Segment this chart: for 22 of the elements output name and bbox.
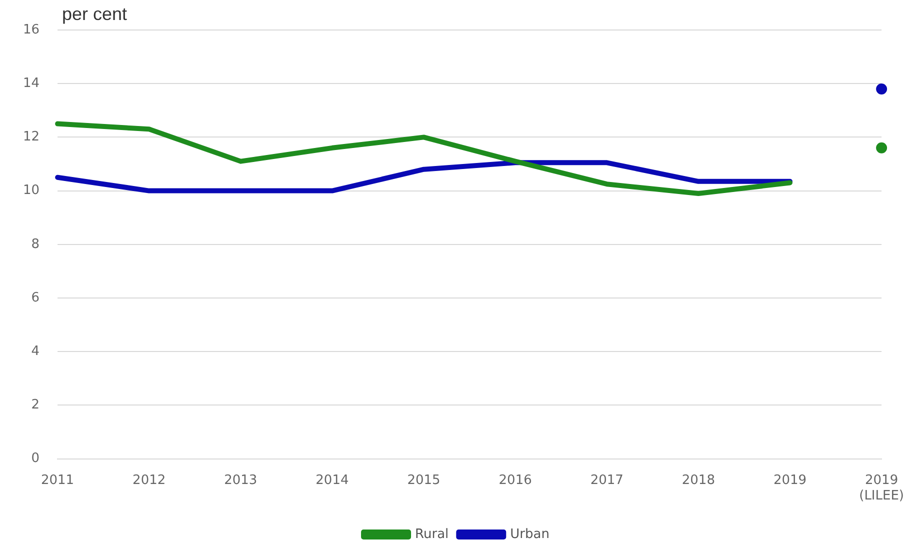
legend-label: Rural xyxy=(415,526,449,542)
y-tick-label: 12 xyxy=(22,130,40,145)
y-tick-label: 16 xyxy=(22,22,40,38)
legend-label: Urban xyxy=(510,526,550,542)
x-tick-label: 2015 xyxy=(407,472,440,488)
y-tick-label: 4 xyxy=(31,344,40,359)
x-tick-label: 2018 xyxy=(682,472,715,488)
x-tick-label: 2014 xyxy=(316,472,349,488)
x-tick-label: 2017 xyxy=(590,472,624,488)
y-tick-label: 2 xyxy=(31,398,40,413)
x-tick-label: 2019 (LILEE) xyxy=(859,472,904,504)
y-tick-label: 14 xyxy=(22,76,40,91)
y-tick-label: 0 xyxy=(31,451,40,466)
y-tick-label: 6 xyxy=(31,290,40,306)
x-tick-label: 2012 xyxy=(132,472,166,488)
x-tick-label: 2019 xyxy=(773,472,807,488)
x-tick-label: 2013 xyxy=(224,472,258,488)
y-tick-label: 10 xyxy=(22,183,40,198)
y-axis-title: per cent xyxy=(62,4,128,24)
y-tick-label: 8 xyxy=(31,236,40,252)
x-tick-label: 2016 xyxy=(498,472,532,488)
x-tick-label: 2011 xyxy=(40,472,74,488)
